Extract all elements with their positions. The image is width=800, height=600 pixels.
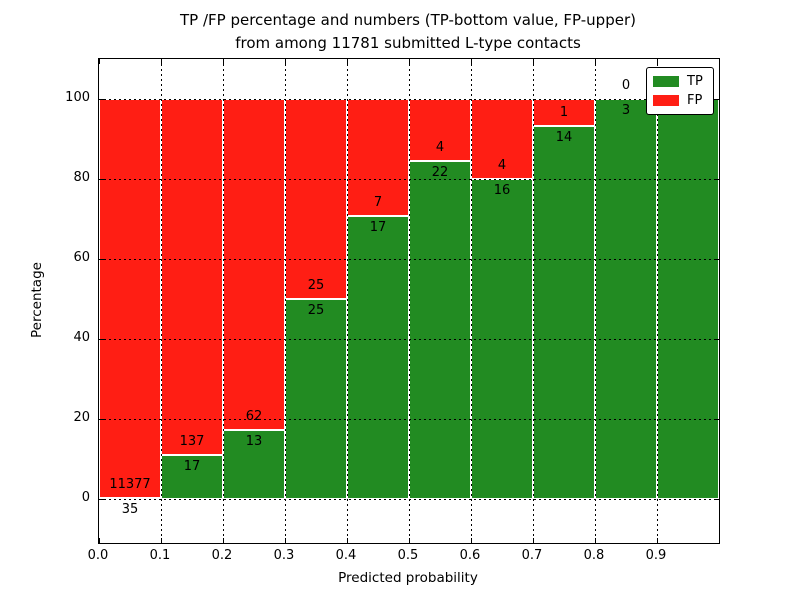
legend-row-fp: FP (653, 92, 707, 108)
y-tick-right-100 (714, 98, 719, 100)
chart-title: TP /FP percentage and numbers (TP-bottom… (98, 9, 718, 55)
v-gridline-0.2 (223, 59, 224, 543)
v-gridline-0.6 (471, 59, 472, 543)
y-tick-label-0: 0 (81, 490, 90, 505)
chart-title-line2: from among 11781 submitted L-type contac… (235, 34, 581, 52)
y-tick-label-80: 80 (73, 170, 90, 185)
legend-label-fp: FP (687, 92, 703, 108)
chart-title-line1: TP /FP percentage and numbers (TP-bottom… (180, 11, 636, 29)
x-tick-bottom-0.0 (98, 538, 100, 543)
fp-bar-segment-0.2-0.3 (223, 99, 285, 430)
x-tick-label-0.3: 0.3 (273, 548, 295, 563)
x-tick-top-0.1 (160, 59, 162, 64)
v-gridline-0.7 (533, 59, 534, 543)
v-gridline-0.4 (347, 59, 348, 543)
legend-label-tp: TP (687, 73, 703, 89)
x-tick-bottom-0.6 (470, 538, 472, 543)
legend-row-tp: TP (653, 73, 707, 89)
x-tick-bottom-0.7 (532, 538, 534, 543)
legend: TP FP (646, 67, 714, 115)
fp-bar-segment-0.0-0.1 (99, 99, 161, 498)
x-tick-label-0.7: 0.7 (521, 548, 543, 563)
y-tick-right-40 (714, 338, 719, 340)
tp-bar-segment-0.4-0.5 (347, 215, 409, 499)
x-tick-label-0.1: 0.1 (149, 548, 171, 563)
x-tick-label-0.5: 0.5 (397, 548, 419, 563)
y-axis-label: Percentage (29, 262, 45, 338)
v-gridline-0.3 (285, 59, 286, 543)
fp-bar-segment-0.3-0.4 (285, 99, 347, 299)
y-tick-right-60 (714, 258, 719, 260)
tp-bar-segment-0.2-0.3 (223, 429, 285, 499)
y-tick-left-20 (99, 418, 104, 420)
x-tick-bottom-0.4 (346, 538, 348, 543)
tp-count-label-0.0-0.1: 35 (121, 501, 139, 517)
v-gridline-0.5 (409, 59, 410, 543)
x-tick-top-0.7 (532, 59, 534, 64)
tp-bar-segment-0.5-0.6 (409, 160, 471, 499)
tp-bar-segment-0.7-0.8 (533, 125, 595, 499)
x-tick-label-0.0: 0.0 (87, 548, 109, 563)
v-gridline-0.9 (657, 59, 658, 543)
x-tick-label-0.4: 0.4 (335, 548, 357, 563)
tp-bar-segment-0.1-0.2 (161, 454, 223, 499)
y-tick-left-80 (99, 178, 104, 180)
y-tick-right-0 (714, 498, 719, 500)
legend-swatch-tp-icon (653, 76, 679, 87)
x-tick-label-0.8: 0.8 (583, 548, 605, 563)
fp-bar-segment-0.7-0.8 (533, 99, 595, 126)
x-tick-bottom-0.5 (408, 538, 410, 543)
x-tick-bottom-0.9 (656, 538, 658, 543)
x-tick-top-0.9 (656, 59, 658, 64)
v-gridline-0.8 (595, 59, 596, 543)
x-tick-top-0.6 (470, 59, 472, 64)
fp-bar-segment-0.1-0.2 (161, 99, 223, 455)
x-tick-label-0.9: 0.9 (645, 548, 667, 563)
y-tick-label-40: 40 (73, 330, 90, 345)
fp-bar-segment-0.5-0.6 (409, 99, 471, 161)
tp-bar-segment-0.9-1.0 (657, 99, 719, 499)
v-gridline-0.1 (161, 59, 162, 543)
x-tick-label-0.2: 0.2 (211, 548, 233, 563)
x-tick-top-0.5 (408, 59, 410, 64)
x-tick-label-0.6: 0.6 (459, 548, 481, 563)
y-tick-label-20: 20 (73, 410, 90, 425)
x-axis-label: Predicted probability (338, 570, 478, 586)
y-tick-label-60: 60 (73, 250, 90, 265)
y-tick-right-20 (714, 418, 719, 420)
x-tick-bottom-0.3 (284, 538, 286, 543)
x-tick-bottom-0.8 (594, 538, 596, 543)
tp-bar-segment-0.8-0.9 (595, 99, 657, 499)
fp-bar-segment-0.6-0.7 (471, 99, 533, 179)
y-tick-left-100 (99, 98, 104, 100)
y-tick-right-80 (714, 178, 719, 180)
x-tick-top-0.2 (222, 59, 224, 64)
x-tick-bottom-0.2 (222, 538, 224, 543)
x-tick-top-0.3 (284, 59, 286, 64)
x-tick-top-0.0 (98, 59, 100, 64)
y-tick-label-100: 100 (65, 90, 90, 105)
fp-bar-segment-0.4-0.5 (347, 99, 409, 216)
y-tick-left-0 (99, 498, 104, 500)
x-tick-top-0.4 (346, 59, 348, 64)
y-tick-left-60 (99, 258, 104, 260)
legend-swatch-fp-icon (653, 95, 679, 106)
tp-bar-segment-0.3-0.4 (285, 299, 347, 499)
x-tick-top-0.8 (594, 59, 596, 64)
x-tick-bottom-0.1 (160, 538, 162, 543)
y-tick-left-40 (99, 338, 104, 340)
